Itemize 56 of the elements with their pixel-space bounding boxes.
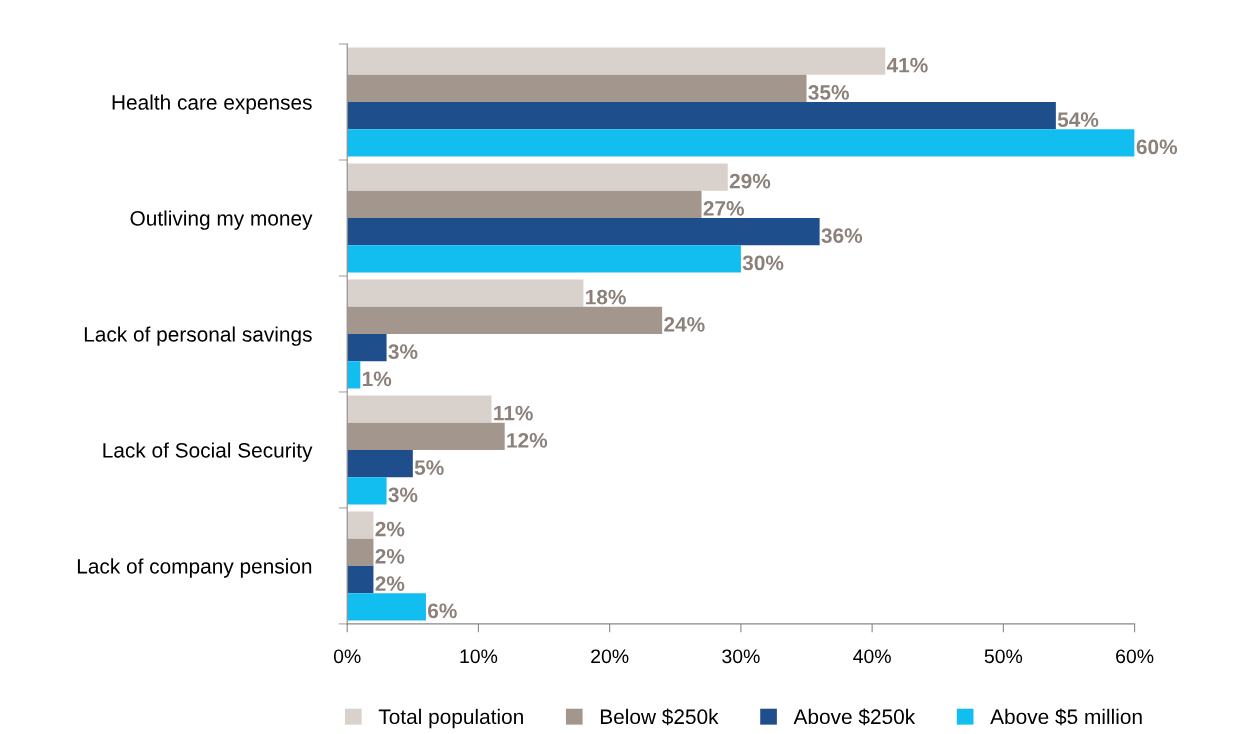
x-tick-label: 0% (333, 649, 361, 664)
data-label: 3% (388, 487, 418, 503)
bar (347, 190, 702, 218)
bar (347, 218, 820, 246)
bar (347, 593, 426, 621)
bar (347, 306, 663, 334)
data-label: 27% (703, 201, 744, 216)
bar (347, 449, 413, 478)
bar (347, 47, 886, 75)
data-label: 2% (375, 548, 405, 564)
data-label: 29% (729, 173, 771, 189)
legend-label: Total population (378, 708, 523, 729)
bar (347, 538, 374, 566)
legend-label: Below $250k (600, 708, 719, 726)
data-label: 36% (821, 228, 863, 244)
x-tick-label: 10% (460, 649, 498, 664)
y-tick-label: Health care expenses (112, 94, 312, 114)
data-label: 24% (664, 316, 705, 332)
data-label: 30% (742, 255, 784, 271)
bar (347, 477, 387, 505)
bar (347, 422, 505, 450)
bar (347, 333, 387, 362)
bar (347, 279, 584, 307)
data-label: 2% (375, 576, 405, 591)
bar (347, 74, 807, 103)
data-label: 1% (362, 371, 392, 387)
bar (347, 102, 1056, 130)
y-tick-label: Outliving my money (130, 210, 313, 230)
bar (347, 163, 728, 191)
x-tick-label: 60% (1116, 649, 1154, 664)
data-label: 3% (388, 344, 418, 360)
legend-label: Above $5 million (990, 708, 1142, 726)
data-label: 54% (1057, 112, 1099, 128)
x-tick-label: 20% (591, 649, 629, 664)
data-label: 5% (414, 460, 444, 475)
data-label: 11% (494, 405, 533, 421)
y-tick-label: Lack of company pension (77, 558, 312, 578)
bar (347, 511, 374, 539)
x-tick-label: 30% (722, 649, 760, 664)
x-tick-label: 40% (853, 649, 891, 664)
bar (347, 565, 374, 594)
data-label: 60% (1136, 139, 1178, 155)
bar (347, 245, 741, 273)
data-label: 2% (375, 521, 405, 537)
y-tick-label: Lack of Social Security (103, 442, 313, 462)
data-label: 41% (886, 57, 928, 73)
legend-label: Above $250k (793, 708, 916, 726)
bar (347, 395, 492, 423)
bar (347, 361, 361, 389)
bar (347, 129, 1135, 157)
data-label: 12% (507, 432, 548, 448)
y-tick-label: Lack of personal savings (84, 326, 312, 346)
data-label: 6% (428, 603, 457, 619)
data-label: 35% (808, 85, 849, 100)
x-tick-label: 50% (984, 649, 1023, 664)
data-label: 18% (586, 289, 626, 305)
